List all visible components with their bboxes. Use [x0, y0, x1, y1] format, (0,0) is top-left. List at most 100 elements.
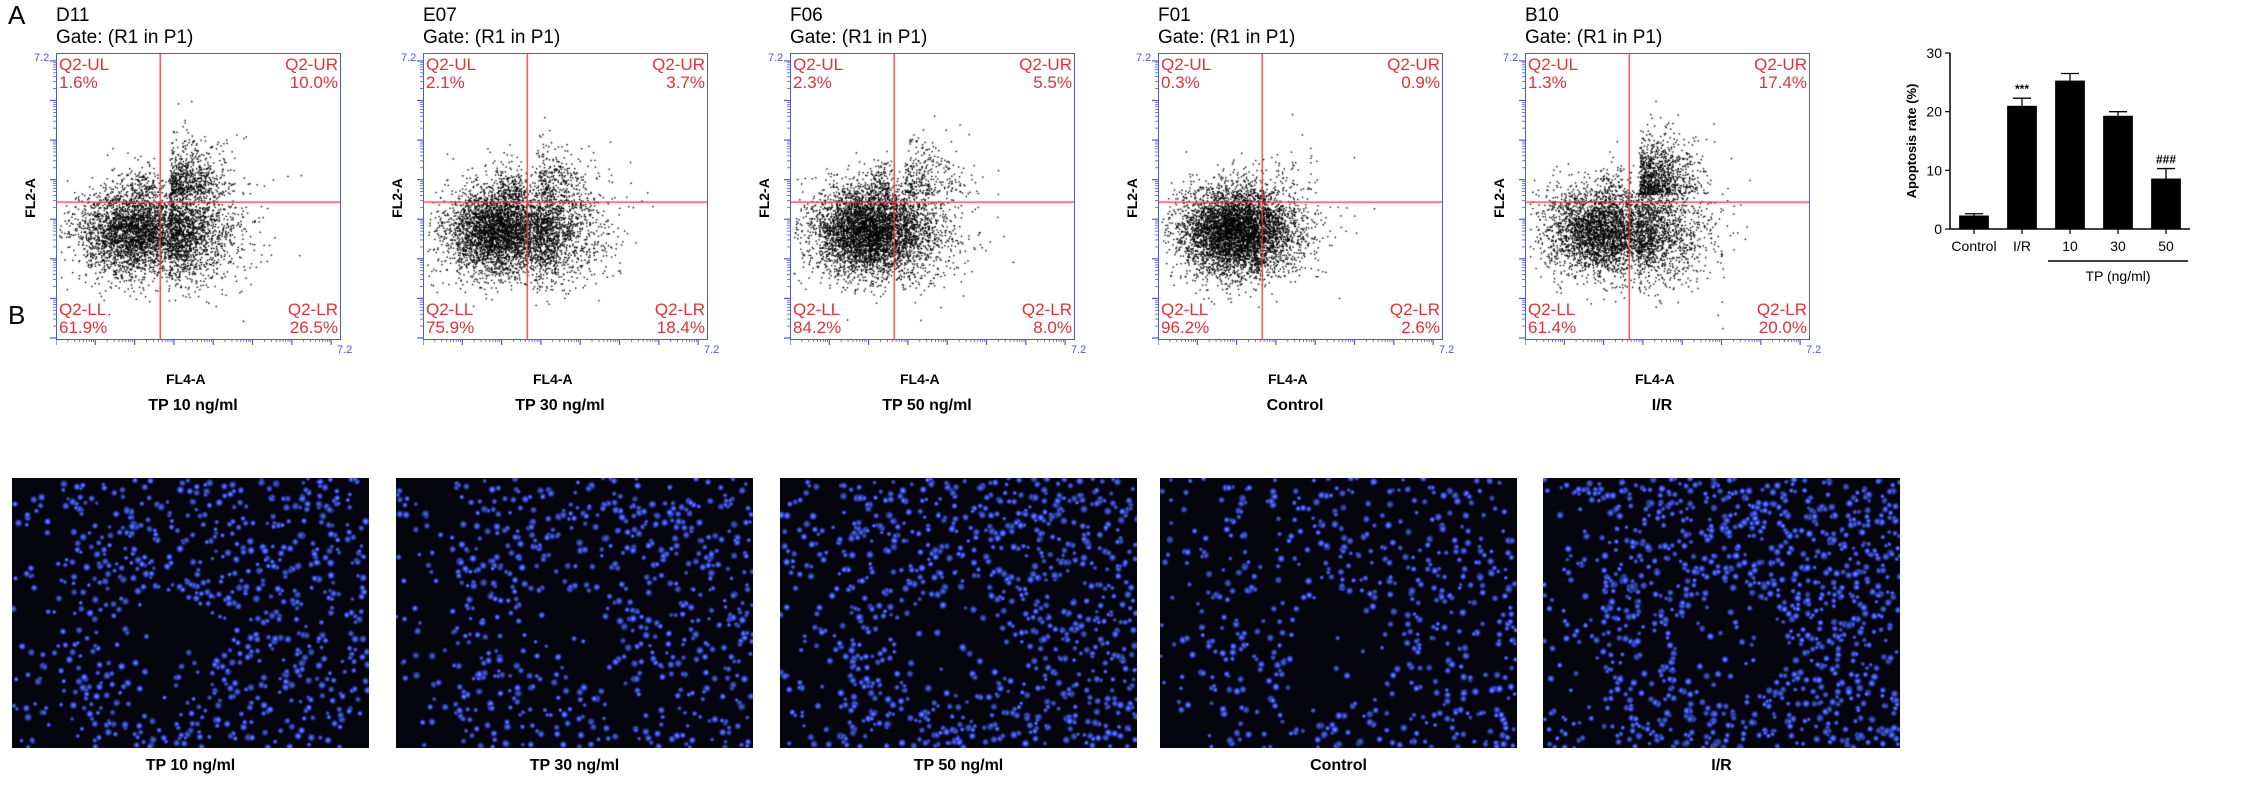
x-axis: 7.2: [55, 339, 352, 369]
quadrant-ll-label: Q2-LL 75.9%: [426, 300, 475, 337]
x-axis: 7.2: [1524, 339, 1821, 369]
y-tick-label: 30: [1926, 45, 1942, 61]
bar: [2151, 178, 2181, 229]
y-axis-label: FL2-A: [388, 178, 405, 218]
x-tick-label: 30: [2110, 238, 2126, 254]
scatter-points: [424, 54, 707, 339]
significance-label: ###: [2156, 153, 2176, 167]
x-tick-label: Control: [1951, 238, 1996, 254]
x-axis-label: FL4-A: [533, 371, 573, 387]
quadrant-lr-label: Q2-LR 2.6%: [1389, 300, 1440, 337]
svg-text:7.2: 7.2: [34, 53, 49, 64]
y-axis-label: FL2-A: [755, 178, 772, 218]
flow-header: F01 Gate: (R1 in P1): [1158, 5, 1295, 49]
scatter-plot: Q2-UL 0.3% Q2-UR 0.9% Q2-LL 96.2% Q2-LR 2.6%: [1158, 53, 1443, 340]
x-axis: 7.2: [789, 339, 1086, 369]
x-axis: 7.2: [1157, 339, 1454, 369]
sample-id: B10: [1525, 5, 1559, 26]
bar: [2007, 105, 2037, 229]
flow-header: F06 Gate: (R1 in P1): [790, 5, 927, 49]
y-axis-label: FL2-A: [1123, 178, 1140, 218]
bar: [1959, 215, 1989, 229]
quadrant-ur-label: Q2-UR 17.4%: [1754, 55, 1807, 92]
svg-text:7.2: 7.2: [1071, 344, 1086, 356]
bar-chart-svg: 0 10 20 30 Apoptosis rate (%) Control *** I/R 10…: [1904, 45, 2190, 284]
quadrant-ur-label: Q2-UR 10.0%: [285, 55, 338, 92]
svg-text:7.2: 7.2: [401, 53, 416, 64]
sample-id: D11: [56, 5, 90, 26]
gate-label: Gate: (R1 in P1): [423, 27, 561, 48]
scatter-points: [1159, 54, 1442, 339]
microscopy-image-3: [780, 478, 1137, 748]
microscopy-caption: TP 10 ng/ml: [145, 757, 236, 774]
nuclei-stain-image: [396, 478, 753, 748]
microscopy-caption: TP 50 ng/ml: [913, 757, 1004, 774]
quadrant-lr-label: Q2-LR 26.5%: [287, 300, 338, 337]
scatter-plot: Q2-UL 1.3% Q2-UR 17.4% Q2-LL 61.4% Q2-LR 20.…: [1525, 53, 1810, 340]
y-axis-title: Apoptosis rate (%): [1904, 84, 1919, 199]
quadrant-ul-label: Q2-UL 0.3%: [1161, 55, 1212, 92]
flow-header: B10 Gate: (R1 in P1): [1525, 5, 1662, 49]
y-tick-label: 10: [1926, 162, 1942, 178]
microscopy-image-2: [396, 478, 753, 748]
bar: [2103, 115, 2133, 229]
quadrant-ul-label: Q2-UL 2.3%: [793, 55, 844, 92]
scatter-plot: Q2-UL 2.1% Q2-UR 3.7% Q2-LL 75.9% Q2-LR 18.4…: [423, 53, 708, 340]
sample-id: F06: [790, 5, 823, 26]
scatter-points: [57, 54, 340, 339]
svg-text:7.2: 7.2: [1136, 53, 1151, 64]
gate-label: Gate: (R1 in P1): [790, 27, 928, 48]
gate-label: Gate: (R1 in P1): [1158, 27, 1296, 48]
svg-text:7.2: 7.2: [704, 344, 719, 356]
y-tick-label: 0: [1934, 221, 1942, 237]
nuclei-stain-image: [780, 478, 1137, 748]
flow-caption: TP 10 ng/ml: [148, 397, 238, 414]
quadrant-ur-label: Q2-UR 5.5%: [1019, 55, 1072, 92]
svg-text:7.2: 7.2: [768, 53, 783, 64]
quadrant-ll-label: Q2-LL 61.9%: [59, 300, 108, 337]
microscopy-image-1: [12, 478, 369, 748]
flow-caption: I/R: [1651, 397, 1673, 414]
nuclei-stain-image: [12, 478, 369, 748]
y-axis-label: FL2-A: [1490, 178, 1507, 218]
microscopy-caption: I/R: [1711, 757, 1732, 774]
x-tick-label: 50: [2158, 238, 2174, 254]
microscopy-image-5: [1543, 478, 1900, 748]
flow-caption: Control: [1266, 397, 1324, 414]
quadrant-ur-label: Q2-UR 3.7%: [652, 55, 705, 92]
x-axis: 7.2: [422, 339, 719, 369]
quadrant-ur-label: Q2-UR 0.9%: [1387, 55, 1440, 92]
quadrant-ul-label: Q2-UL 1.3%: [1528, 55, 1579, 92]
flow-header: D11 Gate: (R1 in P1): [56, 5, 193, 49]
scatter-points: [1526, 54, 1809, 339]
scatter-plot: Q2-UL 1.6% Q2-UR 10.0% Q2-LL 61.9% Q2-LR 26.…: [56, 53, 341, 340]
x-tick-label: 10: [2062, 238, 2078, 254]
svg-text:7.2: 7.2: [1439, 344, 1454, 356]
flow-cytometry-panel-4: F01 Gate: (R1 in P1) 7.2 Q2-UL 0.3% Q2-UR…: [1124, 5, 1500, 465]
flow-cytometry-panel-1: D11 Gate: (R1 in P1) 7.2 Q2-UL 1.6% Q2-UR…: [22, 5, 398, 465]
quadrant-lr-label: Q2-LR 20.0%: [1756, 300, 1807, 337]
bar: [2055, 80, 2085, 229]
svg-text:7.2: 7.2: [337, 344, 352, 356]
y-axis: 7.2: [1497, 52, 1525, 339]
panel-a-label: A: [8, 0, 26, 30]
quadrant-ll-label: Q2-LL 96.2%: [1161, 300, 1210, 337]
quadrant-lr-label: Q2-LR 18.4%: [654, 300, 705, 337]
y-axis: 7.2: [395, 52, 423, 339]
flow-header: E07 Gate: (R1 in P1): [423, 5, 560, 49]
flow-caption: TP 30 ng/ml: [515, 397, 605, 414]
quadrant-ll-label: Q2-LL 84.2%: [793, 300, 842, 337]
y-axis: 7.2: [1130, 52, 1158, 339]
gate-label: Gate: (R1 in P1): [56, 27, 194, 48]
x-tick-label: I/R: [2013, 238, 2031, 254]
flow-cytometry-panel-5: B10 Gate: (R1 in P1) 7.2 Q2-UL 1.3% Q2-UR…: [1491, 5, 1867, 465]
scatter-plot: Q2-UL 2.3% Q2-UR 5.5% Q2-LL 84.2% Q2-LR 8.0%: [790, 53, 1075, 340]
gate-label: Gate: (R1 in P1): [1525, 27, 1663, 48]
nuclei-stain-image: [1160, 478, 1517, 748]
microscopy-caption: TP 30 ng/ml: [529, 757, 620, 774]
svg-text:7.2: 7.2: [1503, 53, 1518, 64]
microscopy-image-4: [1160, 478, 1517, 748]
flow-cytometry-panel-2: E07 Gate: (R1 in P1) 7.2 Q2-UL 2.1% Q2-UR…: [389, 5, 765, 465]
panel-b-label: B: [8, 300, 26, 330]
y-axis-label: FL2-A: [21, 178, 38, 218]
